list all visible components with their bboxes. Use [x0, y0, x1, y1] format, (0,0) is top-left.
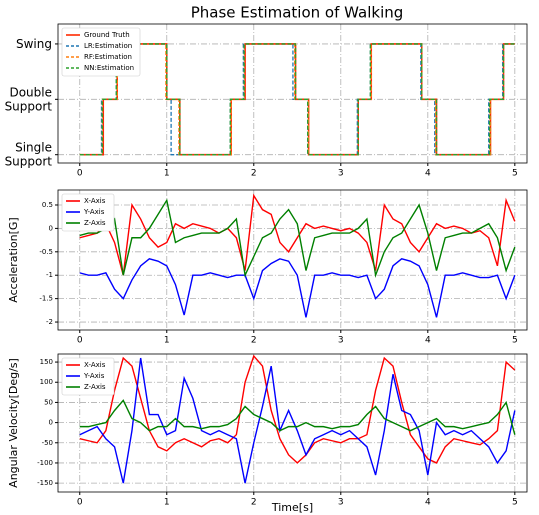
x-axis-label: Time[s]: [271, 501, 313, 514]
x-tick-label: 3: [338, 169, 344, 179]
x-tick-label: 2: [251, 336, 257, 346]
data-line: [79, 354, 516, 464]
legend-label: X-Axis: [84, 361, 106, 369]
plot-frame: [57, 353, 528, 493]
data-line: [79, 357, 516, 484]
legend-label: Y-Axis: [83, 208, 105, 216]
x-tick-label: 4: [425, 169, 431, 179]
x-tick-label: 1: [164, 336, 170, 346]
x-tick-label: 3: [338, 336, 344, 346]
chart-title: Phase Estimation of Walking: [191, 4, 404, 22]
y-tick-label: -50: [42, 439, 53, 447]
x-tick-label: 1: [164, 498, 170, 508]
y-tick-label: 100: [40, 378, 53, 386]
plot-frame: [57, 23, 528, 164]
x-tick-label: 0: [77, 336, 83, 346]
x-tick-label: 5: [512, 336, 518, 346]
y-axis-label: Acceleration[G]: [7, 217, 20, 302]
legend-label: Z-Axis: [84, 383, 106, 391]
x-tick-label: 4: [425, 336, 431, 346]
legend-label: X-Axis: [84, 197, 106, 205]
y-tick-label: 0: [49, 419, 53, 427]
y-tick-label: -0.5: [39, 248, 53, 256]
x-tick-label: 3: [338, 498, 344, 508]
plot-frame: [57, 189, 528, 331]
y-tick-label: Single Support: [5, 140, 53, 168]
legend-label: Ground Truth: [84, 31, 130, 39]
y-tick-label: -2: [46, 318, 53, 326]
x-tick-label: 0: [77, 498, 83, 508]
y-axis-label: Angular Velocity[Deg/s]: [7, 358, 20, 488]
x-tick-label: 4: [425, 498, 431, 508]
legend-label: NN:Estimation: [84, 64, 134, 72]
legend-label: Y-Axis: [83, 372, 105, 380]
y-tick-label: 0.5: [42, 201, 53, 209]
y-tick-label: -150: [37, 479, 53, 487]
y-tick-label: 50: [44, 398, 53, 406]
x-tick-label: 5: [512, 169, 518, 179]
legend-label: RF:Estimation: [84, 53, 132, 61]
data-line: [79, 43, 515, 156]
data-line: [79, 399, 516, 435]
x-tick-label: 5: [512, 498, 518, 508]
x-tick-label: 0: [77, 169, 83, 179]
y-tick-label: -100: [37, 459, 53, 467]
y-tick-label: 150: [40, 358, 53, 366]
y-tick-label: -1.5: [39, 295, 53, 303]
data-line: [79, 258, 516, 318]
legend-box: [61, 357, 115, 396]
y-tick-label: Double Support: [5, 85, 53, 113]
legend-label: Z-Axis: [84, 219, 106, 227]
x-tick-label: 2: [251, 169, 257, 179]
legend-label: LR:Estimation: [84, 42, 132, 50]
legend-box: [61, 193, 115, 232]
y-tick-label: Swing: [16, 36, 52, 50]
legend-box: [61, 27, 141, 77]
x-tick-label: 2: [251, 498, 257, 508]
data-line: [79, 198, 516, 278]
plot-area: [58, 190, 527, 330]
data-line: [79, 193, 516, 276]
plot-area: [58, 354, 527, 492]
y-tick-label: 0: [49, 224, 53, 232]
y-tick-label: -1: [46, 271, 53, 279]
x-tick-label: 1: [164, 169, 170, 179]
